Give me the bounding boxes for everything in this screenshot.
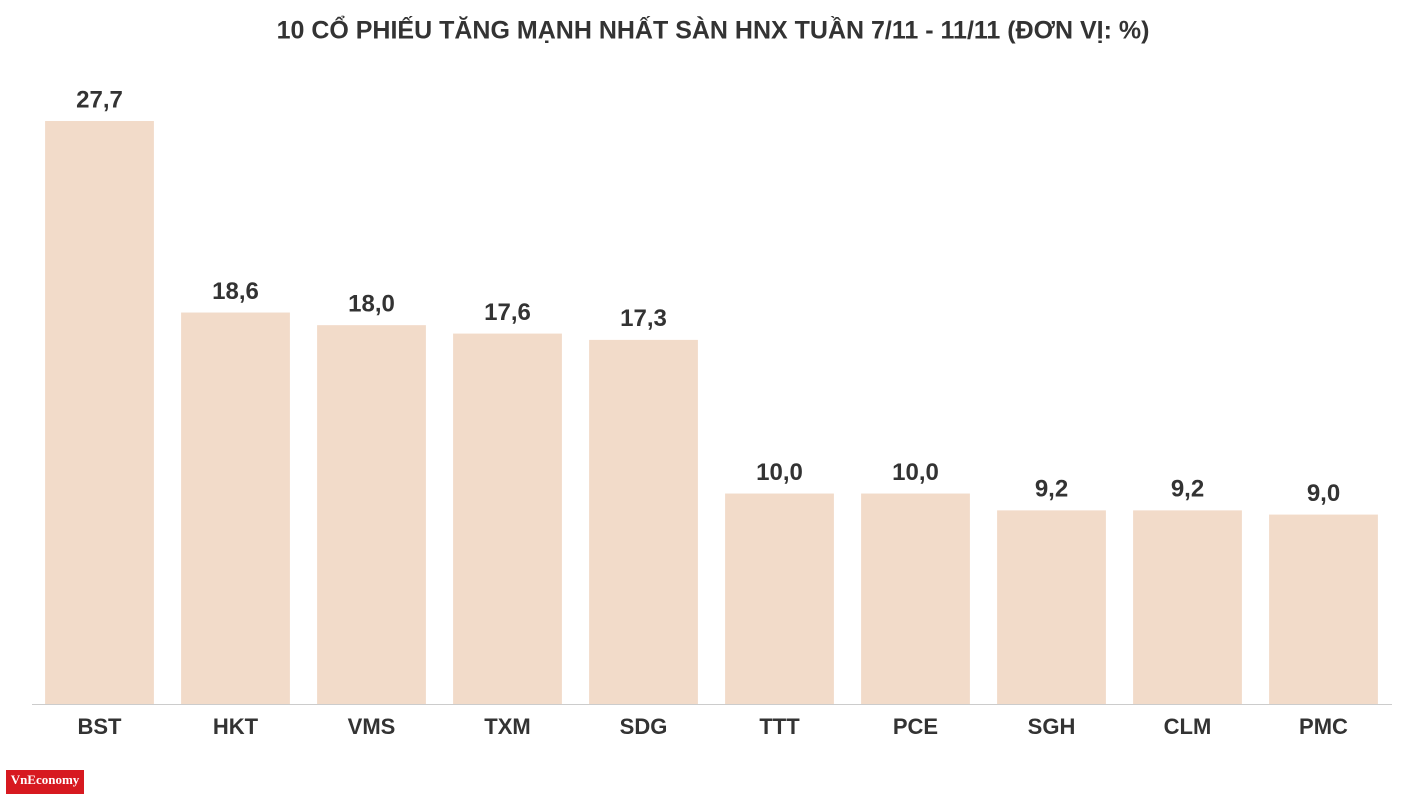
bar [453,333,562,704]
x-tick-label: VMS [348,714,396,739]
x-tick-label: HKT [213,714,259,739]
value-label: 27,7 [76,86,123,113]
value-label: 10,0 [756,459,803,486]
x-tick-label: CLM [1164,714,1212,739]
bar [45,121,154,705]
value-label: 18,6 [212,278,259,305]
bar [589,339,698,704]
x-tick-label: TXM [484,714,530,739]
value-label: 17,6 [484,299,531,326]
value-label: 10,0 [892,459,939,486]
bar [1269,514,1378,704]
x-tick-label: SGH [1028,714,1076,739]
x-tick-label: SDG [620,714,668,739]
bar [861,493,970,704]
value-label: 9,2 [1035,476,1068,503]
value-label: 9,2 [1171,476,1204,503]
x-tick-label: PCE [893,714,938,739]
x-tick-label: BST [78,714,123,739]
value-label: 9,0 [1307,480,1340,507]
x-tick-label: TTT [759,714,800,739]
bar [317,325,426,704]
logo: VnEconomy [11,772,80,787]
bar [1133,510,1242,704]
bar [725,493,834,704]
logo-box [6,770,84,794]
value-label: 18,0 [348,291,395,318]
bar [181,312,290,704]
x-tick-label: PMC [1299,714,1348,739]
chart-title: 10 CỔ PHIẾU TĂNG MẠNH NHẤT SÀN HNX TUẦN … [277,15,1150,45]
bar [997,510,1106,704]
value-label: 17,3 [620,305,667,332]
